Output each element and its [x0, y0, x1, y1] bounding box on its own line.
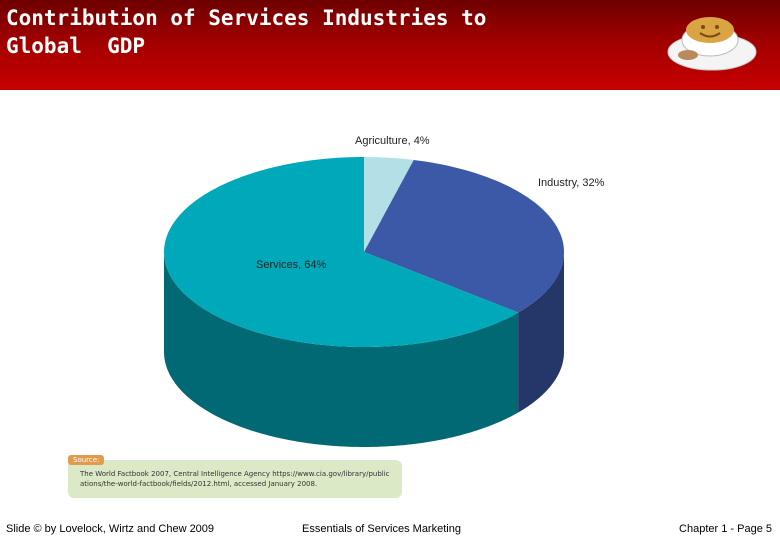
slide-title: Contribution of Services Industries to G…	[6, 6, 500, 58]
pie-slice	[164, 157, 519, 347]
slice-label: Services, 64%	[256, 259, 327, 271]
header-bar	[0, 0, 780, 90]
pie-slice	[364, 159, 564, 313]
pie-side	[518, 252, 564, 413]
source-text: The World Factbook 2007, Central Intelli…	[80, 470, 390, 488]
footer-center: Essentials of Services Marketing	[302, 523, 461, 535]
slice-label: Agriculture, 4%	[355, 135, 430, 147]
footer-left: Slide © by Lovelock, Wirtz and Chew 2009	[6, 523, 215, 535]
pie-chart: Agriculture, 4% Industry, 32% Services, 64…	[164, 135, 605, 447]
pie-side	[164, 252, 519, 447]
slice-label: Industry, 32%	[538, 177, 605, 189]
footer-right: Chapter 1 - Page 5	[679, 523, 772, 535]
pie-slice	[364, 157, 414, 252]
cup-icon	[667, 17, 757, 71]
source-label: Source:	[68, 455, 105, 465]
source-box	[68, 460, 402, 498]
